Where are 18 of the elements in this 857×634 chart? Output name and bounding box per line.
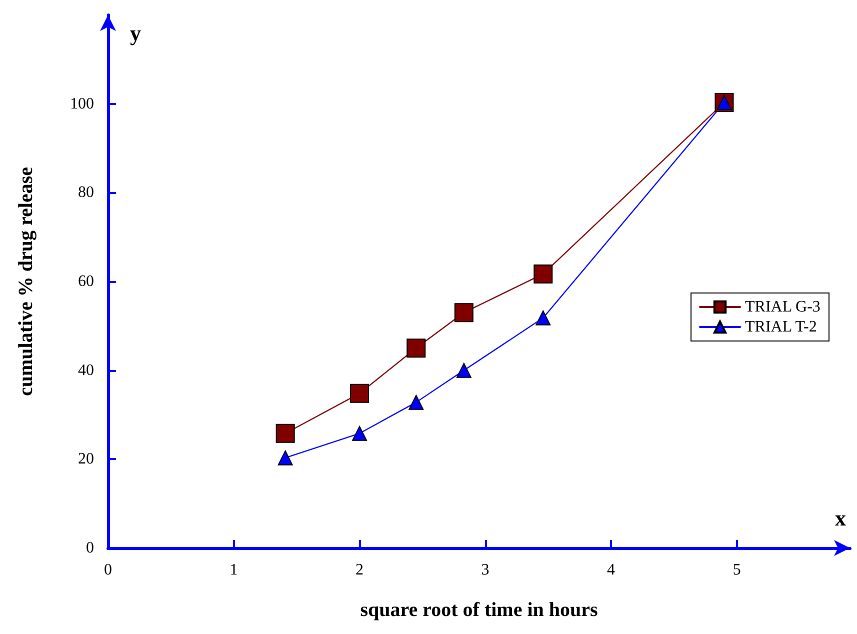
y-tick-label: 100 xyxy=(70,95,94,112)
x-tick-label: 2 xyxy=(356,562,364,578)
legend-label: TRIAL T-2 xyxy=(745,318,817,336)
y-tick-label: 60 xyxy=(78,273,94,290)
x-tick-label: 1 xyxy=(230,562,238,578)
x-tick-label: 5 xyxy=(732,562,741,578)
x-tick-label: 4 xyxy=(607,562,616,578)
y-tick-label: 0 xyxy=(86,540,94,556)
y-axis-title: cumulative % drug release xyxy=(15,166,37,396)
x-tick-label: 0 xyxy=(104,562,112,578)
x-axis-title: square root of time in hours xyxy=(360,599,598,621)
x-tick-label: 3 xyxy=(481,562,490,578)
y-tick-label: 80 xyxy=(78,184,94,202)
legend-label: TRIAL G-3 xyxy=(745,298,820,316)
y-tick-label: 20 xyxy=(78,450,94,468)
annotation: y xyxy=(130,20,141,46)
annotation: x xyxy=(835,506,846,530)
y-tick-label: 40 xyxy=(78,362,94,379)
